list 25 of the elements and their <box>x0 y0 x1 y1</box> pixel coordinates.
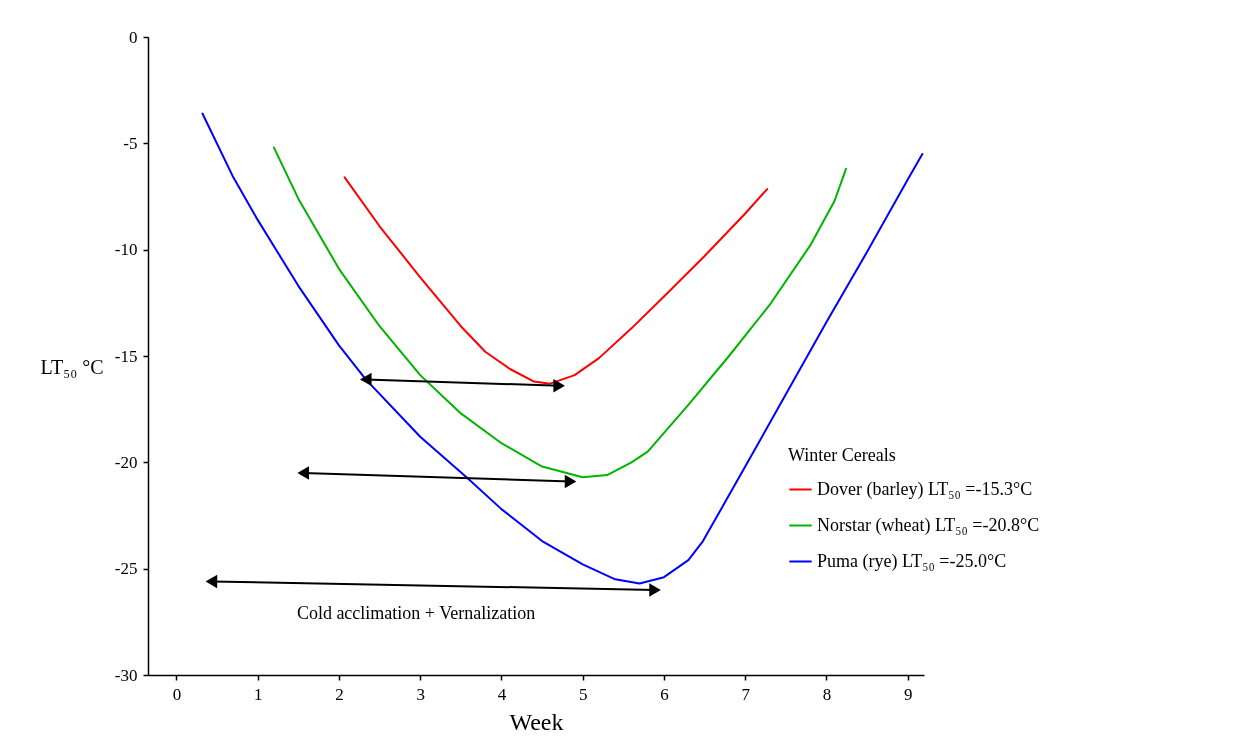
x-tick-label: 9 <box>904 684 913 704</box>
x-axis-title: Week <box>509 708 564 735</box>
legend-label: Dover (barley) LT₅₀ =-15.3°C <box>817 478 1033 500</box>
y-tick-label: -25 <box>114 559 138 579</box>
legend-title: Winter Cereals <box>788 445 896 465</box>
x-tick-label: 5 <box>578 684 588 704</box>
x-tick-label: 8 <box>822 684 832 704</box>
x-tick-label: 6 <box>660 684 669 704</box>
y-axis-title: LT₅₀ °C <box>40 355 104 378</box>
y-tick-label: -5 <box>123 133 138 153</box>
y-tick-label: -30 <box>114 665 138 685</box>
y-tick-label: -20 <box>114 452 138 472</box>
x-tick-label: 0 <box>172 684 182 704</box>
y-tick-label: -10 <box>114 240 138 260</box>
x-tick-label: 1 <box>253 684 263 704</box>
y-tick-label: -15 <box>114 346 138 366</box>
annotation: Cold acclimation + Vernalization <box>296 603 536 623</box>
x-tick-label: 3 <box>416 684 425 704</box>
legend-label: Puma (rye) LT₅₀ =-25.0°C <box>817 550 1007 572</box>
x-tick-label: 4 <box>497 684 507 704</box>
x-tick-label: 7 <box>741 684 751 704</box>
legend-label: Norstar (wheat) LT₅₀ =-20.8°C <box>817 514 1040 536</box>
line-series <box>343 176 769 385</box>
y-tick-label: 0 <box>129 27 138 47</box>
x-tick-label: 2 <box>335 684 344 704</box>
